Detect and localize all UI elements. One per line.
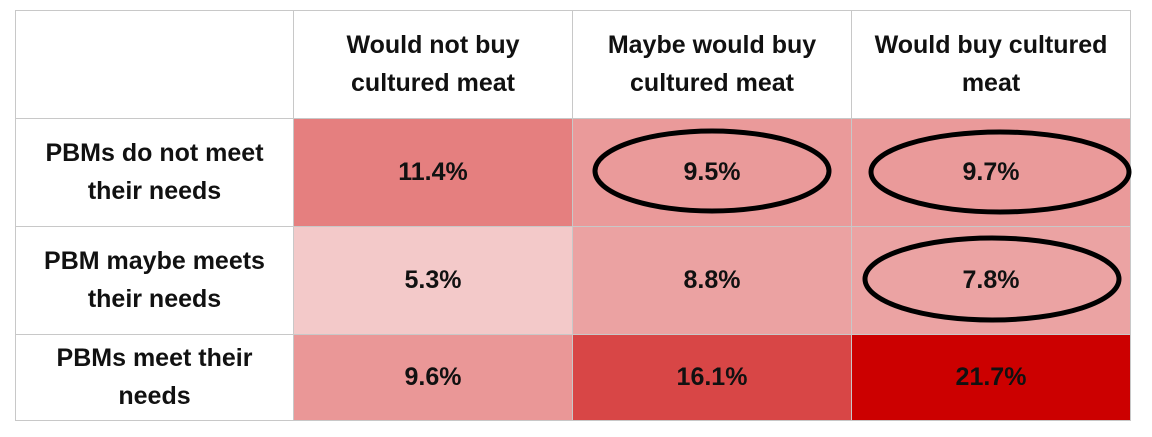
data-cell: 9.6% [293,334,573,421]
column-header: Would not buy cultured meat [293,10,573,119]
row-header: PBM maybe meets their needs [15,226,294,335]
column-header: Would buy cultured meat [851,10,1131,119]
data-cell: 5.3% [293,226,573,335]
data-cell: 16.1% [572,334,852,421]
corner-cell [15,10,294,119]
data-cell: 9.5% [572,118,852,227]
row-header: PBMs meet their needs [15,334,294,421]
data-cell: 9.7% [851,118,1131,227]
data-cell: 8.8% [572,226,852,335]
data-cell: 21.7% [851,334,1131,421]
column-header: Maybe would buy cultured meat [572,10,852,119]
data-cell: 11.4% [293,118,573,227]
data-cell: 7.8% [851,226,1131,335]
row-header: PBMs do not meet their needs [15,118,294,227]
